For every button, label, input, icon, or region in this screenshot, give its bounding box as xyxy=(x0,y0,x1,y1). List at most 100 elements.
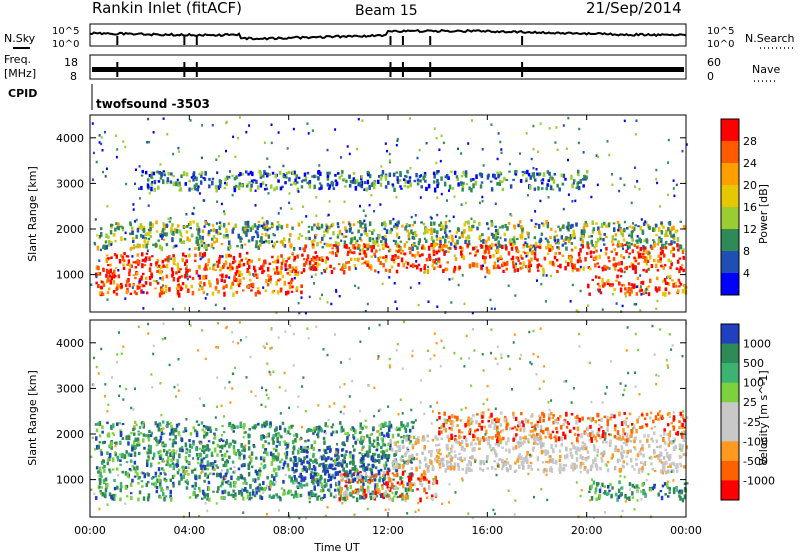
heatmap-cell xyxy=(543,256,547,261)
heatmap-cell xyxy=(360,456,364,462)
heatmap-cell xyxy=(389,443,392,448)
heatmap-cell xyxy=(544,300,547,303)
heatmap-cell xyxy=(476,413,479,416)
heatmap-cell xyxy=(319,297,322,300)
heatmap-cell xyxy=(326,467,329,471)
heatmap-cell xyxy=(423,437,426,442)
heatmap-cell xyxy=(514,444,518,450)
heatmap-cell xyxy=(192,173,195,178)
heatmap-cell xyxy=(293,181,296,185)
heatmap-cell xyxy=(260,240,264,245)
heatmap-cell xyxy=(473,262,476,268)
heatmap-cell xyxy=(639,274,642,277)
heatmap-cell xyxy=(108,468,111,472)
heatmap-cell xyxy=(437,455,440,459)
heatmap-cell xyxy=(360,452,364,456)
heatmap-cell xyxy=(631,230,635,233)
heatmap-cell xyxy=(224,181,226,185)
heatmap-cell xyxy=(176,178,179,182)
heatmap-cell xyxy=(630,429,633,434)
heatmap-cell xyxy=(106,298,109,301)
heatmap-cell xyxy=(653,469,657,473)
heatmap-cell xyxy=(406,449,409,453)
heatmap-cell xyxy=(177,146,180,150)
heatmap-cell xyxy=(450,427,453,431)
heatmap-cell xyxy=(287,257,290,260)
heatmap-cell xyxy=(566,225,569,230)
heatmap-cell xyxy=(409,250,412,255)
heatmap-cell xyxy=(619,275,623,278)
heatmap-cell xyxy=(223,307,226,310)
heatmap-cell xyxy=(341,441,344,446)
heatmap-cell xyxy=(242,289,245,292)
heatmap-cell xyxy=(587,455,590,460)
heatmap-cell xyxy=(546,183,549,187)
heatmap-cell xyxy=(676,430,680,436)
heatmap-cell xyxy=(596,412,600,418)
heatmap-cell xyxy=(356,257,360,262)
heatmap-cell xyxy=(569,448,572,452)
heatmap-cell xyxy=(247,172,250,176)
heatmap-cell xyxy=(325,457,328,461)
heatmap-cell xyxy=(512,264,516,269)
heatmap-cell xyxy=(408,439,412,445)
heatmap-cell xyxy=(202,457,206,460)
heatmap-cell xyxy=(113,486,117,491)
heatmap-cell xyxy=(519,456,523,461)
heatmap-cell xyxy=(497,240,500,245)
heatmap-cell xyxy=(492,234,496,238)
heatmap-cell xyxy=(159,177,163,180)
heatmap-cell xyxy=(250,179,253,182)
heatmap-cell xyxy=(379,493,382,496)
heatmap-cell xyxy=(406,482,409,487)
heatmap-cell xyxy=(352,463,355,466)
heatmap-cell xyxy=(174,435,177,440)
heatmap-cell xyxy=(353,251,356,255)
heatmap-cell xyxy=(237,467,241,471)
heatmap-cell xyxy=(157,180,161,183)
heatmap-cell xyxy=(438,430,441,436)
heatmap-cell xyxy=(349,469,352,474)
heatmap-cell xyxy=(678,426,681,430)
heatmap-cell xyxy=(243,423,246,428)
heatmap-cell xyxy=(433,127,436,130)
heatmap-cell xyxy=(446,419,449,422)
heatmap-cell xyxy=(458,452,461,456)
heatmap-cell xyxy=(346,436,349,440)
heatmap-cell xyxy=(455,230,459,235)
heatmap-cell xyxy=(539,424,543,430)
heatmap-cell xyxy=(496,248,500,254)
heatmap-cell xyxy=(678,268,681,274)
heatmap-cell xyxy=(406,459,410,465)
heatmap-cell xyxy=(365,243,368,248)
heatmap-cell xyxy=(275,311,278,314)
heatmap-cell xyxy=(659,205,661,208)
heatmap-cell xyxy=(608,153,611,157)
heatmap-cell xyxy=(402,445,405,449)
heatmap-cell xyxy=(117,269,120,272)
heatmap-cell xyxy=(445,267,449,272)
heatmap-cell xyxy=(682,225,686,230)
heatmap-cell xyxy=(211,237,214,241)
heatmap-cell xyxy=(172,449,175,453)
heatmap-cell xyxy=(147,448,151,453)
heatmap-cell xyxy=(326,173,330,178)
heatmap-cell xyxy=(356,469,359,474)
heatmap-cell xyxy=(272,467,276,473)
heatmap-cell xyxy=(305,236,308,240)
heatmap-cell xyxy=(549,177,552,180)
heatmap-cell xyxy=(211,177,215,181)
heatmap-cell xyxy=(453,265,457,271)
heatmap-cell xyxy=(425,186,428,191)
heatmap-cell xyxy=(257,476,260,481)
heatmap-cell xyxy=(118,258,122,264)
heatmap-cell xyxy=(468,225,470,228)
heatmap-cell xyxy=(446,443,449,449)
heatmap-cell xyxy=(251,282,255,288)
heatmap-cell xyxy=(238,173,241,177)
heatmap-cell xyxy=(281,421,285,425)
heatmap-cell xyxy=(221,479,225,483)
heatmap-cell xyxy=(268,262,272,265)
heatmap-cell xyxy=(162,284,164,287)
heatmap-cell xyxy=(337,233,340,236)
